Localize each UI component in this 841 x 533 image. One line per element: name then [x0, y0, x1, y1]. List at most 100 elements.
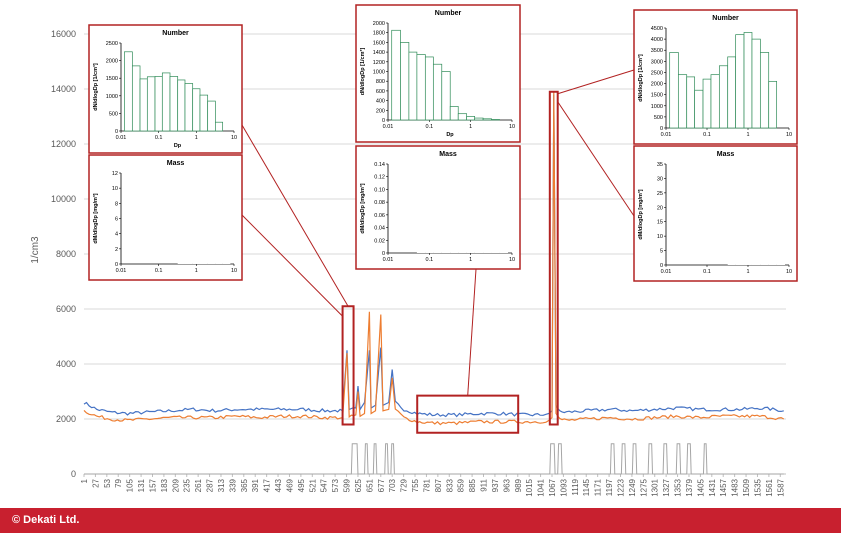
inset-bar: [743, 32, 753, 129]
inset-bar: [744, 260, 752, 265]
inset-y-tick-label: 10: [112, 186, 118, 192]
x-tick-label: 1379: [685, 478, 694, 496]
inset-y-tick-label: 1000: [373, 70, 385, 76]
inset-x-tick-label: 1: [469, 124, 472, 130]
inset-bar: [184, 261, 193, 264]
x-tick-label: 677: [377, 478, 386, 492]
inset-bar: [433, 246, 442, 253]
x-tick-label: 1301: [651, 478, 660, 496]
inset-bar: [450, 233, 459, 253]
inset-y-tick-label: 35: [657, 162, 663, 168]
inset-title: Mass: [439, 151, 457, 158]
inset-bar: [215, 184, 223, 264]
x-tick-label: 521: [308, 478, 317, 492]
y-tick-label: 14000: [51, 84, 76, 94]
inset-y-tick-label: 4500: [651, 26, 663, 32]
inset-bar: [424, 56, 434, 121]
x-tick-label: 1119: [571, 478, 580, 495]
inset-bar: [776, 178, 786, 265]
inset-y-tick-label: 0: [660, 126, 663, 132]
inset-title: Number: [162, 30, 189, 37]
inset-bar: [499, 183, 508, 253]
x-tick-label: 1483: [731, 478, 740, 496]
inset-y-tick-label: 1000: [106, 94, 118, 100]
x-tick-label: 1171: [594, 478, 603, 496]
inset-y-tick-label: 4: [115, 232, 118, 238]
inset-chart: Mass 0 2 4 6 8 10 12 0.01 0.1 1 10 dM/dlogDp [mg/m³]: [88, 154, 243, 281]
inset-bar: [483, 208, 492, 253]
x-tick-label: 599: [343, 478, 352, 492]
x-tick-label: 885: [468, 478, 477, 492]
x-tick-label: 833: [445, 478, 454, 492]
inset-bar: [215, 121, 224, 132]
inset-y-tick-label: 1800: [373, 31, 385, 37]
inset-y-tick-label: 0.04: [374, 226, 385, 232]
inset-bar: [177, 79, 186, 132]
x-tick-label: 1587: [776, 478, 785, 496]
x-tick-label: 807: [434, 478, 443, 492]
inset-bar: [222, 173, 231, 264]
x-tick-label: 443: [274, 478, 283, 492]
x-tick-label: 261: [194, 478, 203, 492]
inset-bar: [416, 251, 426, 253]
x-tick-label: 1561: [765, 478, 774, 496]
inset-y-tick-label: 500: [109, 111, 118, 117]
x-tick-label: 235: [183, 478, 192, 492]
x-tick-label: 1041: [537, 478, 546, 496]
inset-y-tick-label: 200: [376, 108, 385, 114]
x-tick-label: 209: [171, 478, 180, 492]
y-tick-label: 6000: [56, 304, 76, 314]
inset-y-tick-label: 1500: [106, 76, 118, 82]
inset-y-tick-label: 3000: [651, 59, 663, 65]
y-tick-label: 8000: [56, 249, 76, 259]
inset-y-tick-label: 2000: [651, 82, 663, 88]
inset-bar: [710, 74, 720, 129]
inset-bar: [192, 257, 200, 264]
inset-bar: [441, 240, 451, 253]
inset-bar: [416, 54, 426, 121]
inset-bar: [458, 240, 467, 253]
x-tick-label: 1249: [628, 478, 637, 496]
inset-x-tick-label: 0.01: [661, 269, 672, 275]
inset-x-tick-label: 10: [509, 124, 515, 130]
inset-bar: [457, 113, 468, 121]
inset-y-tick-label: 0.06: [374, 213, 385, 219]
inset-bar: [735, 263, 745, 265]
inset-x-tick-label: 1: [195, 268, 198, 274]
inset-y-tick-label: 0: [660, 263, 663, 269]
inset-y-tick-label: 2000: [373, 21, 385, 27]
x-tick-label: 339: [228, 478, 237, 492]
inset-bar: [686, 76, 696, 129]
inset-chart: Mass 0 5 10 15 20 25 30 35 0.01 0.1 1 10 dM/dlogDp [m…: [633, 145, 798, 282]
inset-bar: [169, 76, 179, 132]
x-tick-label: 573: [331, 478, 340, 492]
footer-bar: © Dekati Ltd.: [0, 508, 841, 533]
inset-x-tick-label: 0.01: [383, 257, 394, 263]
inset-y-tick-label: 0.14: [374, 162, 385, 168]
x-tick-label: 703: [388, 478, 397, 492]
inset-y-label: dN/dlogDp [1/cm³]: [637, 54, 644, 102]
x-tick-label: 53: [103, 478, 112, 487]
inset-y-tick-label: 3500: [651, 48, 663, 54]
y-axis-label: 1/cm3: [30, 236, 41, 264]
inset-y-tick-label: 800: [376, 79, 385, 85]
connector-line: [467, 268, 477, 396]
inset-y-tick-label: 1200: [373, 60, 385, 66]
x-tick-label: 183: [160, 478, 169, 492]
inset-bar: [768, 80, 778, 129]
x-tick-label: 989: [514, 478, 523, 492]
inset-bar: [760, 224, 769, 265]
inset-x-tick-label: 0.01: [116, 135, 127, 141]
x-tick-label: 911: [480, 478, 489, 491]
x-tick-label: 1197: [605, 478, 614, 496]
inset-y-tick-label: 15: [657, 220, 663, 226]
x-tick-label: 1067: [548, 478, 557, 496]
pulse-series: [84, 443, 784, 475]
inset-x-label: Dp: [174, 143, 182, 149]
inset-x-tick-label: 0.01: [116, 268, 127, 274]
inset-x-label: Dp: [446, 132, 454, 138]
x-tick-label: 313: [217, 478, 226, 492]
inset-bar: [491, 192, 500, 253]
inset-y-tick-label: 5: [660, 249, 663, 255]
connector-line: [557, 101, 635, 217]
